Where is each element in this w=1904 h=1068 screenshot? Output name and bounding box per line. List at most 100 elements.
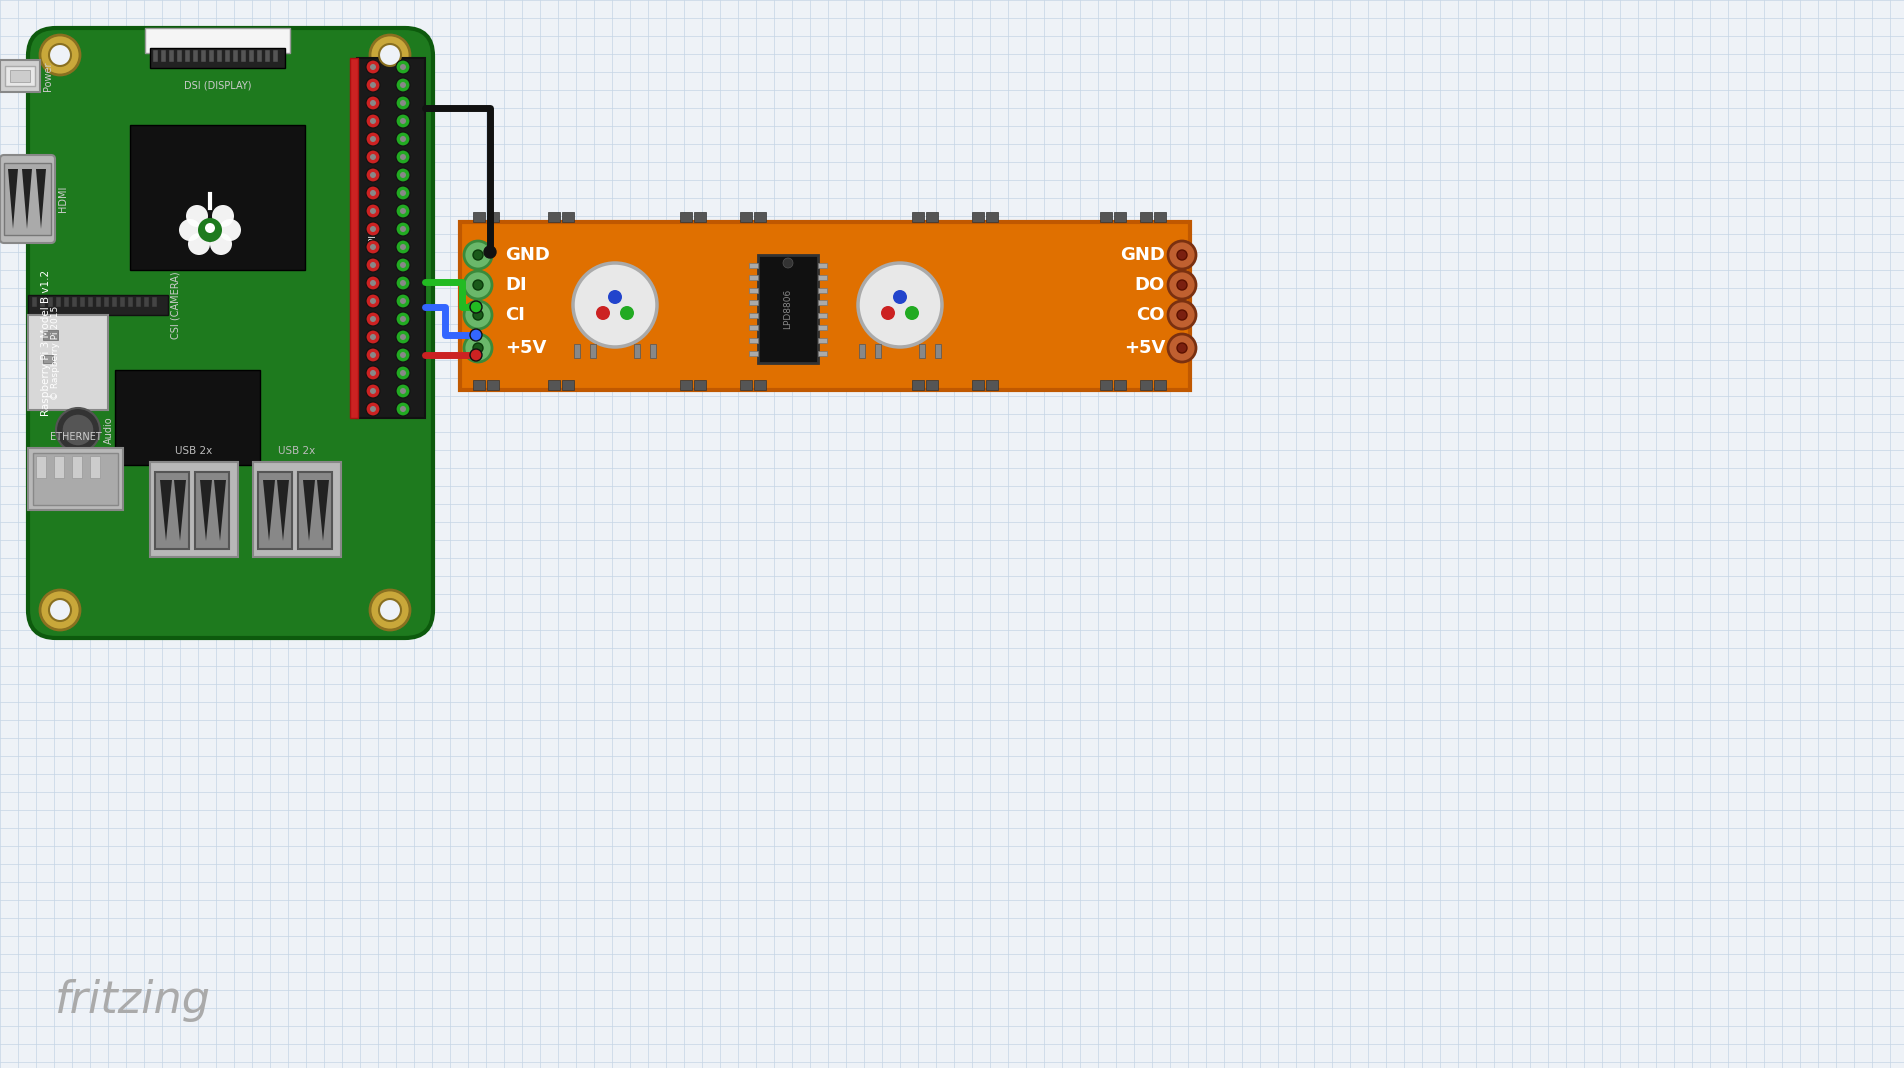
- Circle shape: [621, 307, 634, 320]
- Bar: [4, 163, 51, 235]
- Bar: [154, 472, 188, 549]
- Circle shape: [369, 352, 375, 358]
- Circle shape: [366, 402, 381, 417]
- Circle shape: [369, 154, 375, 160]
- Circle shape: [396, 60, 409, 74]
- Bar: [912, 380, 923, 390]
- Polygon shape: [200, 480, 211, 541]
- Polygon shape: [316, 480, 329, 541]
- Circle shape: [369, 590, 409, 630]
- Circle shape: [1177, 343, 1186, 354]
- Text: DO: DO: [1135, 276, 1165, 294]
- Circle shape: [187, 205, 208, 227]
- Bar: [95, 297, 101, 307]
- Circle shape: [465, 241, 491, 269]
- Circle shape: [366, 330, 381, 344]
- Bar: [819, 337, 826, 343]
- Bar: [265, 50, 270, 62]
- Circle shape: [369, 244, 375, 250]
- Circle shape: [1167, 334, 1196, 362]
- Bar: [986, 380, 998, 390]
- Bar: [487, 213, 499, 222]
- Bar: [120, 297, 126, 307]
- Circle shape: [465, 301, 491, 329]
- Circle shape: [55, 408, 101, 452]
- Bar: [680, 380, 691, 390]
- Text: USB 2x: USB 2x: [175, 446, 213, 456]
- Circle shape: [1167, 301, 1196, 329]
- Bar: [819, 287, 826, 293]
- Circle shape: [379, 599, 402, 621]
- Bar: [748, 276, 758, 280]
- Bar: [114, 370, 261, 465]
- Circle shape: [396, 240, 409, 254]
- Circle shape: [396, 276, 409, 290]
- Bar: [973, 213, 984, 222]
- Bar: [548, 213, 560, 222]
- Polygon shape: [276, 480, 289, 541]
- Bar: [249, 50, 253, 62]
- Bar: [36, 456, 46, 478]
- Bar: [29, 447, 124, 511]
- Polygon shape: [303, 480, 314, 541]
- Bar: [693, 380, 706, 390]
- Polygon shape: [36, 169, 46, 229]
- Circle shape: [63, 414, 93, 446]
- Bar: [209, 50, 213, 62]
- Circle shape: [369, 208, 375, 214]
- Bar: [1101, 213, 1112, 222]
- Bar: [112, 297, 116, 307]
- Bar: [72, 456, 82, 478]
- Bar: [973, 380, 984, 390]
- Bar: [150, 462, 238, 557]
- Circle shape: [607, 290, 623, 304]
- Circle shape: [400, 190, 406, 197]
- Circle shape: [366, 366, 381, 380]
- Circle shape: [366, 258, 381, 272]
- Bar: [32, 453, 118, 505]
- Circle shape: [219, 219, 242, 241]
- Text: © Raspberry Pi 2015: © Raspberry Pi 2015: [51, 305, 61, 400]
- Circle shape: [369, 136, 375, 142]
- Bar: [920, 344, 925, 358]
- Circle shape: [1177, 250, 1186, 260]
- Circle shape: [369, 82, 375, 88]
- Circle shape: [400, 298, 406, 304]
- Bar: [754, 380, 765, 390]
- Bar: [1101, 380, 1112, 390]
- Circle shape: [366, 312, 381, 326]
- Circle shape: [470, 329, 482, 341]
- Text: DSI (DISPLAY): DSI (DISPLAY): [185, 80, 251, 90]
- Bar: [257, 50, 263, 62]
- Circle shape: [366, 348, 381, 362]
- Circle shape: [211, 205, 234, 227]
- Bar: [819, 300, 826, 305]
- Bar: [150, 48, 286, 68]
- Circle shape: [596, 307, 609, 320]
- Circle shape: [369, 334, 375, 340]
- Bar: [859, 344, 864, 358]
- Circle shape: [396, 222, 409, 236]
- Circle shape: [472, 280, 484, 290]
- Polygon shape: [160, 480, 171, 541]
- Text: Raspberry Pi 3 Model B v1.2: Raspberry Pi 3 Model B v1.2: [42, 270, 51, 417]
- Bar: [129, 125, 305, 270]
- Text: GND: GND: [1120, 246, 1165, 264]
- Bar: [225, 50, 230, 62]
- Circle shape: [369, 172, 375, 178]
- Bar: [44, 355, 53, 363]
- Bar: [1140, 380, 1152, 390]
- Circle shape: [206, 223, 215, 233]
- Bar: [145, 28, 289, 53]
- Circle shape: [369, 226, 375, 232]
- Circle shape: [396, 186, 409, 200]
- Circle shape: [366, 150, 381, 164]
- Circle shape: [369, 298, 375, 304]
- Bar: [748, 313, 758, 318]
- Text: +5V: +5V: [1123, 339, 1165, 357]
- Bar: [152, 297, 156, 307]
- Circle shape: [50, 599, 70, 621]
- Circle shape: [400, 244, 406, 250]
- Circle shape: [396, 78, 409, 92]
- Circle shape: [400, 316, 406, 321]
